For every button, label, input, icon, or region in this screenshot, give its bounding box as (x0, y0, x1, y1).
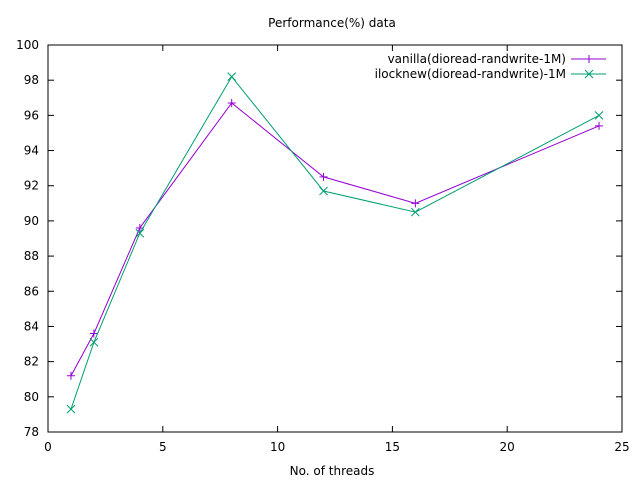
axes: 0 5 10 15 20 25 78 80 82 84 86 88 90 92 94 96 98 100 (16, 38, 630, 454)
data-point-marker (594, 111, 604, 120)
data-point-marker (319, 172, 328, 181)
data-point-marker (89, 337, 99, 347)
series-line (70, 102, 600, 376)
data-point-marker (66, 371, 75, 380)
data-point-marker (89, 329, 98, 338)
x-axis-label: No. of threads (290, 464, 375, 478)
y-tick-label: 96 (24, 108, 39, 122)
plot-border (47, 44, 623, 433)
y-tick-label: 86 (24, 284, 39, 298)
data-point-marker (319, 186, 328, 196)
legend-label: vanilla(dioread-randwrite-1M) (388, 52, 566, 66)
y-tick-label: 82 (24, 355, 39, 369)
data-point-marker (595, 121, 604, 130)
y-tick-label: 80 (24, 390, 39, 404)
x-tick-label: 20 (500, 440, 515, 454)
legend: vanilla(dioread-randwrite-1M)ilocknew(di… (375, 52, 606, 81)
y-tick-label: 78 (24, 425, 39, 439)
data-point-marker (585, 55, 593, 63)
data-point-marker (66, 404, 76, 414)
y-tick-label: 100 (16, 38, 39, 52)
series-line (70, 75, 600, 410)
x-tick-label: 25 (614, 440, 629, 454)
chart-title: Performance(%) data (268, 16, 396, 30)
data-point-marker (411, 199, 420, 208)
y-tick-label: 92 (24, 179, 39, 193)
data-point-marker (227, 99, 236, 108)
y-tick-label: 94 (24, 144, 39, 158)
legend-label: ilocknew(dioread-randwrite)-1M (375, 67, 566, 81)
plot-area (66, 72, 604, 414)
series-2 (66, 72, 604, 414)
y-tick-label: 84 (24, 319, 39, 333)
y-tick-label: 90 (24, 214, 39, 228)
data-point-marker (227, 72, 237, 82)
series-1 (66, 99, 604, 380)
y-tick-label: 88 (24, 249, 39, 263)
x-tick-label: 0 (44, 440, 52, 454)
x-tick-label: 15 (385, 440, 400, 454)
data-point-marker (135, 228, 145, 238)
data-point-marker (584, 69, 594, 79)
data-point-marker (411, 207, 420, 217)
y-tick-label: 98 (24, 73, 39, 87)
x-tick-label: 10 (270, 440, 285, 454)
x-tick-label: 5 (159, 440, 167, 454)
